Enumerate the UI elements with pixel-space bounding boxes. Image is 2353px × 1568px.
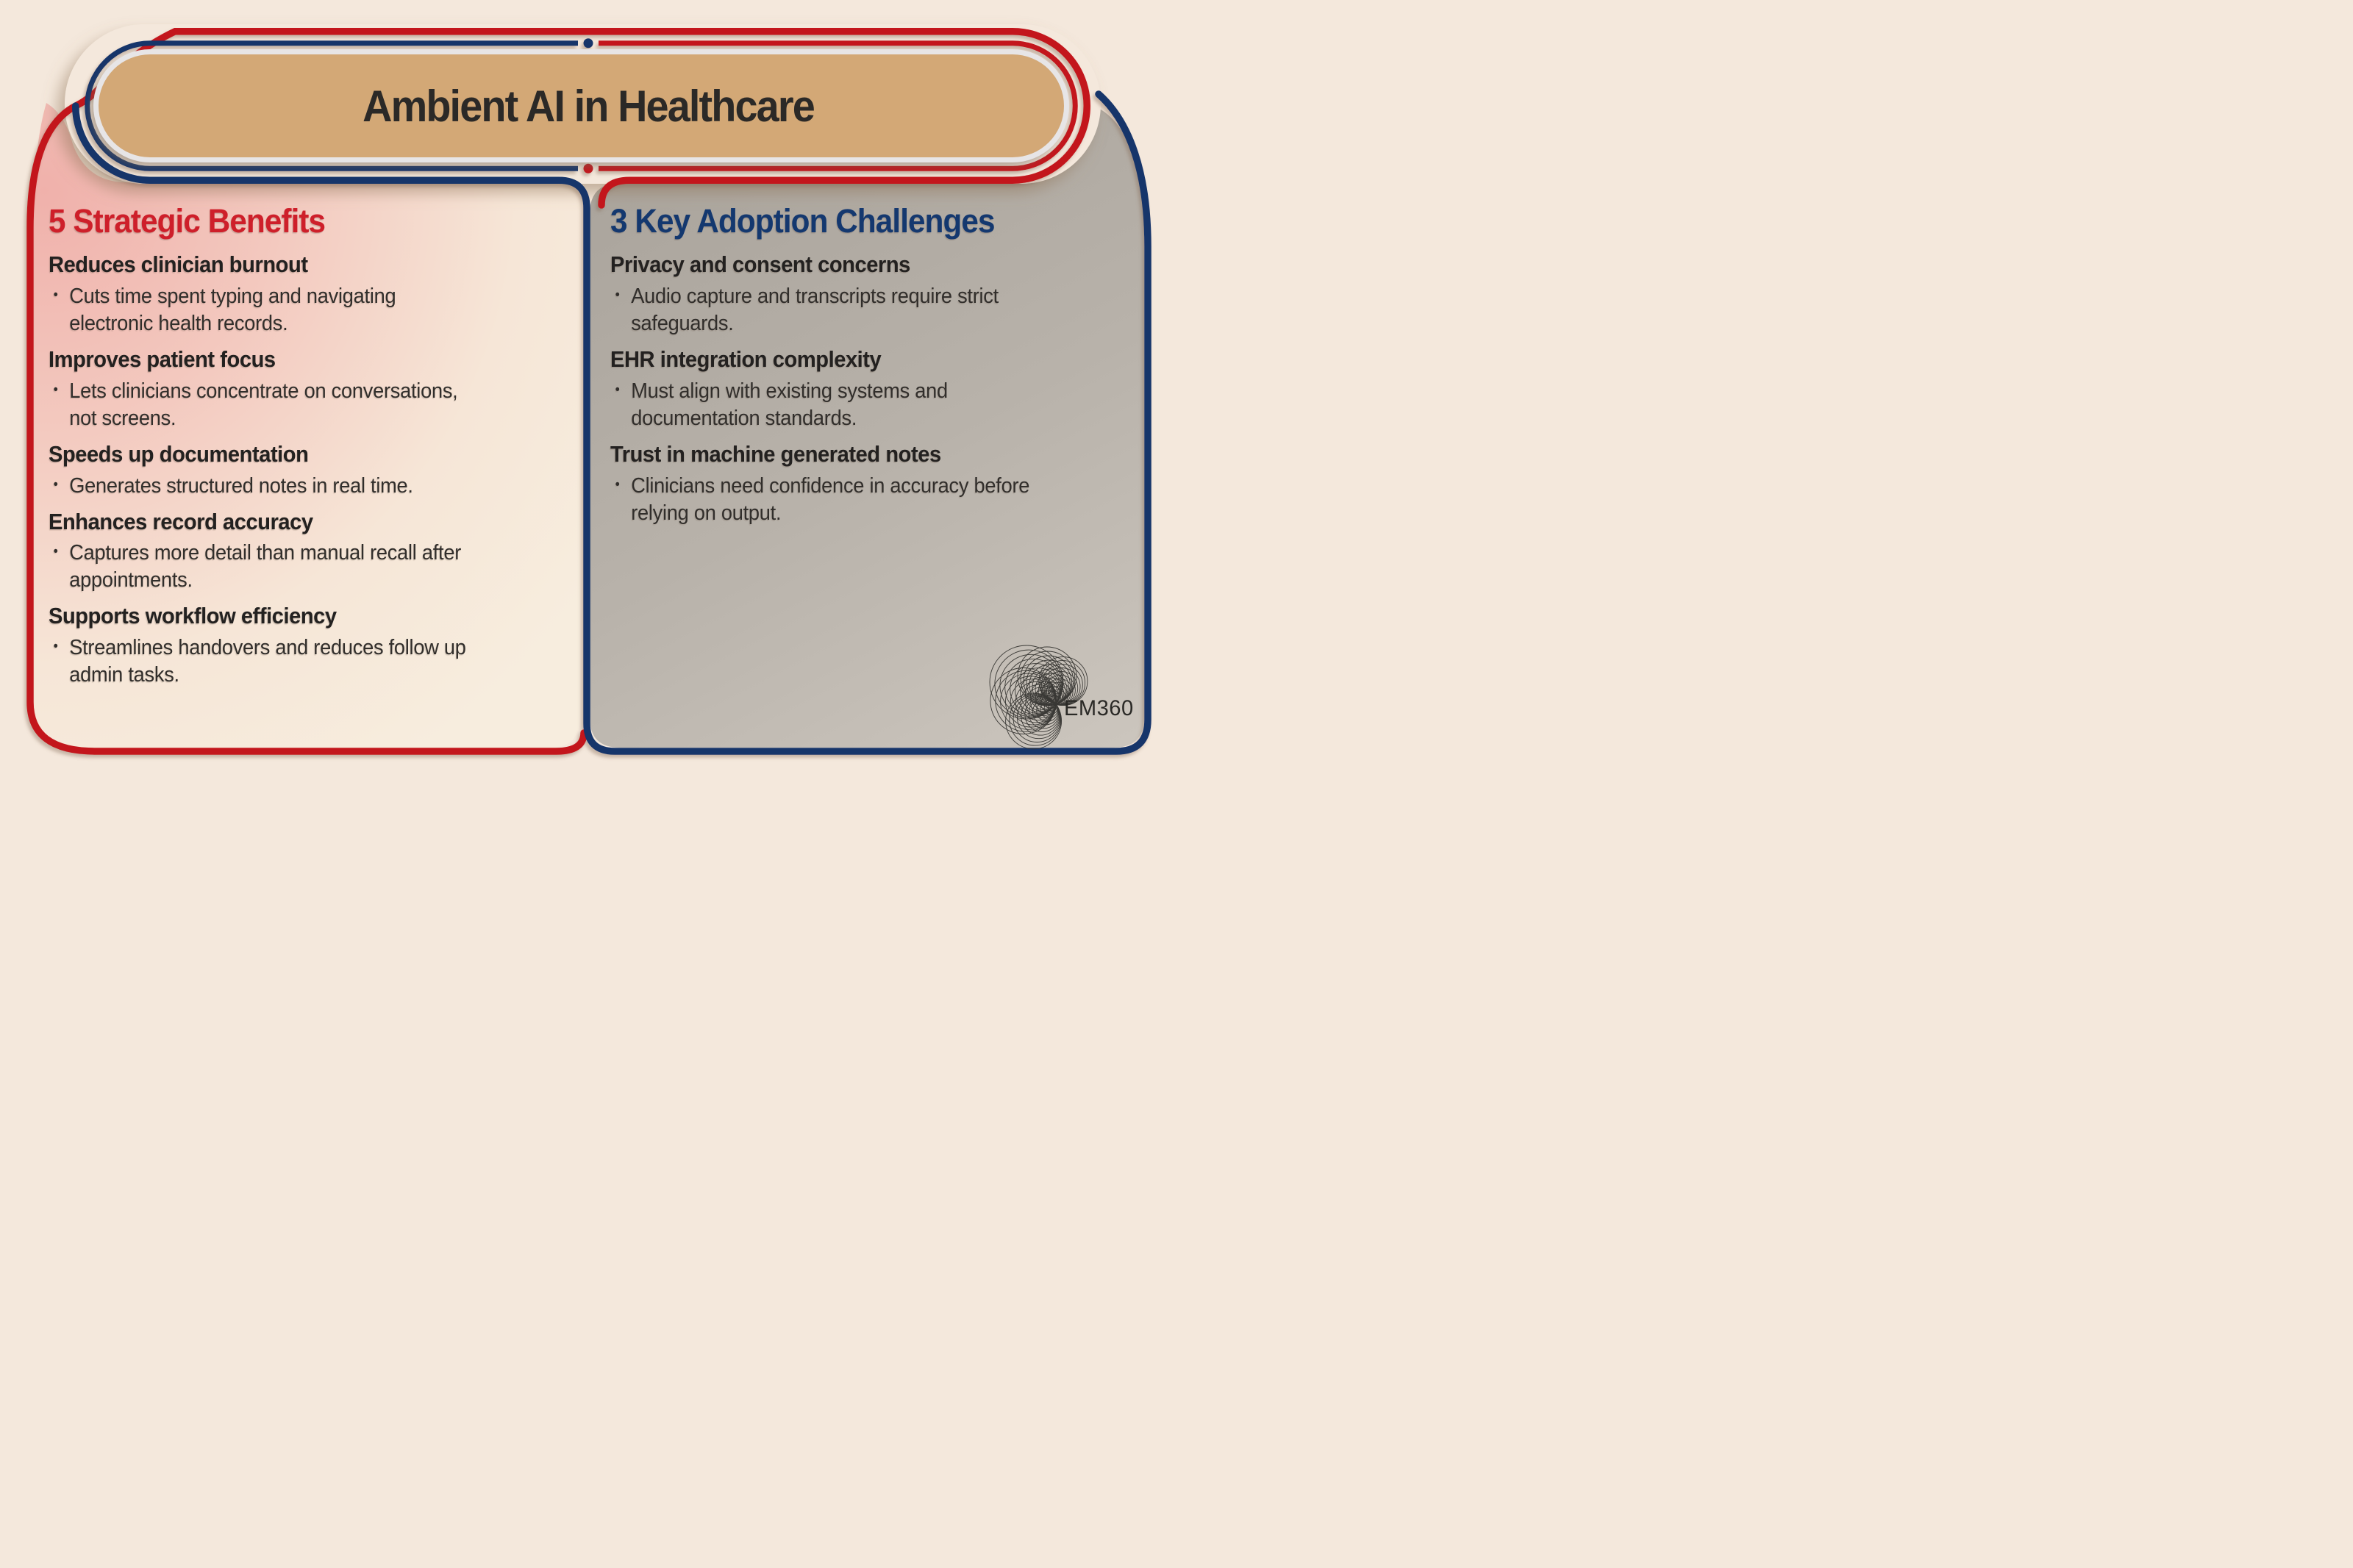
- banner-title: Ambient AI in Healthcare: [363, 81, 815, 131]
- infographic: Ambient AI in Healthcare 5 Strategic Ben…: [0, 0, 1176, 784]
- benefit-detail-text: Lets clinicians concentrate on conversat…: [69, 379, 458, 430]
- benefit-detail: • Lets clinicians concentrate on conversa…: [49, 378, 574, 432]
- ring-red-half: [599, 40, 1078, 171]
- challenges-heading: 3 Key Adoption Challenges: [610, 202, 996, 240]
- challenges-column: 3 Key Adoption Challenges Privacy and co…: [610, 202, 1135, 527]
- benefit-item: Improves patient focus • Lets clinicians …: [49, 346, 574, 432]
- challenge-item: Privacy and consent concerns • Audio capt…: [610, 251, 1135, 337]
- bullet-icon: •: [53, 287, 58, 303]
- em360-logo-icon: [989, 645, 1088, 750]
- frame-graphics: [26, 24, 1151, 755]
- challenge-detail: • Audio capture and transcripts require s…: [610, 283, 1135, 337]
- benefit-item: Speeds up documentation • Generates struc…: [49, 441, 574, 500]
- benefit-title: Improves patient focus: [49, 346, 276, 373]
- benefit-title: Supports workflow efficiency: [49, 603, 337, 629]
- challenge-title: Privacy and consent concerns: [610, 251, 910, 278]
- challenge-item: EHR integration complexity • Must align w…: [610, 346, 1135, 432]
- challenges-panel: [590, 183, 1144, 748]
- ring-navy-half: [85, 40, 578, 171]
- benefit-title: Enhances record accuracy: [49, 508, 313, 534]
- banner-pill: [99, 54, 1064, 157]
- navy-frame-line: [72, 90, 1151, 755]
- benefit-detail-text: Cuts time spent typing and navigating el…: [69, 284, 396, 336]
- benefit-detail-text: Captures more detail than manual recall …: [69, 541, 462, 593]
- benefit-title: Reduces clinician burnout: [49, 251, 308, 278]
- bullet-icon: •: [53, 382, 58, 398]
- challenge-detail: • Must align with existing systems and do…: [610, 378, 1135, 432]
- challenge-detail: • Clinicians need confidence in accuracy …: [610, 473, 1135, 527]
- benefit-title: Speeds up documentation: [49, 440, 309, 467]
- benefit-detail-text: Generates structured notes in real time.: [69, 473, 413, 498]
- challenge-title: Trust in machine generated notes: [610, 440, 941, 467]
- benefit-item: Enhances record accuracy • Captures more …: [49, 509, 574, 595]
- challenge-item: Trust in machine generated notes • Clinic…: [610, 441, 1135, 527]
- challenge-detail-text: Audio capture and transcripts require st…: [631, 284, 999, 336]
- ring-top-dot: [583, 38, 593, 49]
- bullet-icon: •: [615, 476, 620, 493]
- ring-bottom-dot: [583, 163, 593, 173]
- bullet-icon: •: [615, 287, 620, 303]
- benefit-detail: • Cuts time spent typing and navigating e…: [49, 283, 574, 337]
- bullet-icon: •: [53, 544, 58, 560]
- benefit-detail-text: Streamlines handovers and reduces follow…: [69, 636, 466, 687]
- em360-logo-text: EM360: [1064, 696, 1134, 720]
- bullet-icon: •: [53, 476, 58, 493]
- challenge-title: EHR integration complexity: [610, 346, 882, 373]
- benefit-detail: • Generates structured notes in real time…: [49, 473, 574, 500]
- benefits-panel: [34, 103, 580, 748]
- challenge-detail-text: Must align with existing systems and doc…: [631, 379, 948, 430]
- bullet-icon: •: [615, 382, 620, 398]
- benefit-detail: • Streamlines handovers and reduces follo…: [49, 634, 574, 689]
- benefit-item: Supports workflow efficiency • Streamline…: [49, 603, 574, 689]
- challenge-detail-text: Clinicians need confidence in accuracy b…: [631, 473, 1030, 525]
- benefit-item: Reduces clinician burnout • Cuts time spe…: [49, 251, 574, 337]
- benefits-heading: 5 Strategic Benefits: [49, 202, 326, 240]
- benefits-column: 5 Strategic Benefits Reduces clinician b…: [49, 202, 574, 689]
- bullet-icon: •: [53, 639, 58, 655]
- benefit-detail: • Captures more detail than manual recall…: [49, 540, 574, 594]
